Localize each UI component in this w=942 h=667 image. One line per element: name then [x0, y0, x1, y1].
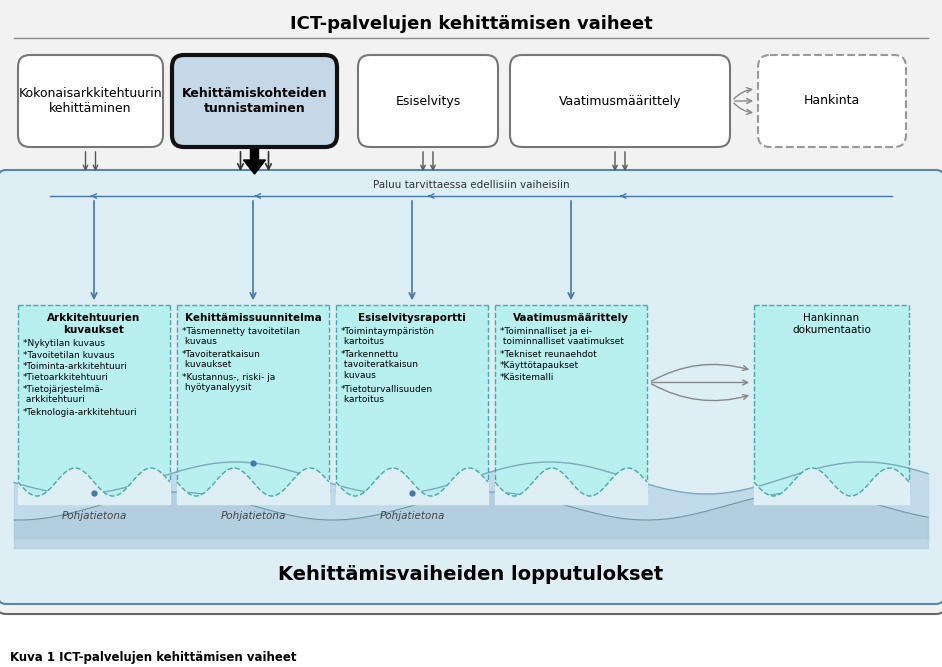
Bar [495, 305, 647, 500]
Text: *Tietoturvallisuuden
 kartoitus: *Tietoturvallisuuden kartoitus [341, 384, 433, 404]
Text: Kuva 1 ICT-palvelujen kehittämisen vaiheet: Kuva 1 ICT-palvelujen kehittämisen vaihe… [10, 650, 297, 664]
FancyBboxPatch shape [0, 0, 942, 614]
Text: Hankinnan
dokumentaatio: Hankinnan dokumentaatio [792, 313, 871, 335]
Text: *Käyttötapaukset: *Käyttötapaukset [500, 362, 579, 370]
Text: *Käsitemalli: *Käsitemalli [500, 373, 555, 382]
Text: Vaatimusmäärittely: Vaatimusmäärittely [559, 95, 681, 107]
FancyBboxPatch shape [510, 55, 730, 147]
Bar [177, 305, 329, 500]
Text: Arkkitehtuurien
kuvaukset: Arkkitehtuurien kuvaukset [47, 313, 140, 335]
Text: Paluu tarvittaessa edellisiin vaiheisiin: Paluu tarvittaessa edellisiin vaiheisiin [373, 180, 569, 190]
Text: *Kustannus-, riski- ja
 hyötyanalyysit: *Kustannus-, riski- ja hyötyanalyysit [182, 373, 275, 392]
Text: Kokonaisarkkitehtuurin
kehittäminen: Kokonaisarkkitehtuurin kehittäminen [19, 87, 162, 115]
Text: Vaatimusmäärittely: Vaatimusmäärittely [513, 313, 629, 323]
Text: *Tarkennettu
 tavoiteratkaisun
 kuvaus: *Tarkennettu tavoiteratkaisun kuvaus [341, 350, 418, 380]
Bar [754, 305, 909, 500]
Text: Kehittämissuunnitelma: Kehittämissuunnitelma [185, 313, 321, 323]
Text: *Täsmennetty tavoitetilan
 kuvaus: *Täsmennetty tavoitetilan kuvaus [182, 327, 300, 346]
Bar [336, 305, 488, 500]
FancyBboxPatch shape [172, 55, 337, 147]
Text: Esiselvitysraportti: Esiselvitysraportti [358, 313, 466, 323]
Text: Pohjatietona: Pohjatietona [220, 511, 285, 521]
Text: Kehittämiskohteiden
tunnistaminen: Kehittämiskohteiden tunnistaminen [182, 87, 327, 115]
Text: ICT-palvelujen kehittämisen vaiheet: ICT-palvelujen kehittämisen vaiheet [289, 15, 653, 33]
FancyBboxPatch shape [358, 55, 498, 147]
Bar [18, 305, 170, 500]
Text: *Tekniset reunaehdot: *Tekniset reunaehdot [500, 350, 596, 359]
FancyArrow shape [243, 149, 266, 174]
FancyBboxPatch shape [758, 55, 906, 147]
Text: *Tietoarkkitehtuuri: *Tietoarkkitehtuuri [23, 374, 109, 382]
FancyBboxPatch shape [18, 55, 163, 147]
Text: *Toimintaympäristön
 kartoitus: *Toimintaympäristön kartoitus [341, 327, 435, 346]
Text: Pohjatietona: Pohjatietona [380, 511, 445, 521]
Text: Pohjatietona: Pohjatietona [61, 511, 126, 521]
Text: *Teknologia-arkkitehtuuri: *Teknologia-arkkitehtuuri [23, 408, 138, 417]
Text: *Toiminnalliset ja ei-
 toiminnalliset vaatimukset: *Toiminnalliset ja ei- toiminnalliset va… [500, 327, 624, 346]
Text: *Tietojärjestelmä-
 arkkitehtuuri: *Tietojärjestelmä- arkkitehtuuri [23, 385, 105, 404]
Text: *Toiminta-arkkitehtuuri: *Toiminta-arkkitehtuuri [23, 362, 128, 371]
Text: Hankinta: Hankinta [804, 95, 860, 107]
FancyBboxPatch shape [0, 170, 942, 604]
Text: *Tavoiteratkaisun
 kuvaukset: *Tavoiteratkaisun kuvaukset [182, 350, 261, 370]
Text: Esiselvitys: Esiselvitys [396, 95, 461, 107]
Text: *Tavoitetilan kuvaus: *Tavoitetilan kuvaus [23, 350, 115, 360]
Text: *Nykytilan kuvaus: *Nykytilan kuvaus [23, 339, 105, 348]
Text: Kehittämisvaiheiden lopputulokset: Kehittämisvaiheiden lopputulokset [279, 564, 663, 584]
